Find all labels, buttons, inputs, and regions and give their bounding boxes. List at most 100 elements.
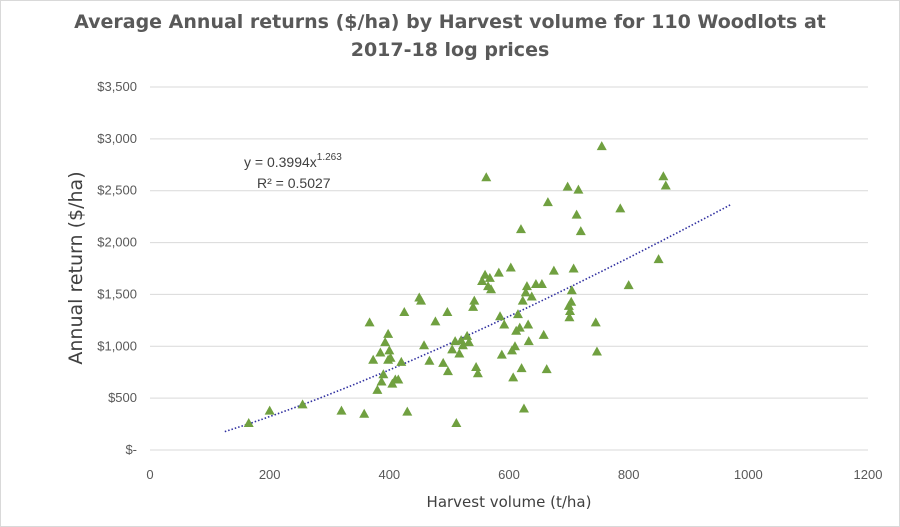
data-point <box>383 328 394 338</box>
chart-title-line-1: Average Annual returns ($/ha) by Harvest… <box>74 11 826 33</box>
trendline-r-squared: R² = 0.5027 <box>257 175 331 191</box>
data-point <box>243 418 254 428</box>
data-point <box>378 369 389 379</box>
data-point <box>484 272 495 282</box>
data-point <box>653 254 664 264</box>
data-point <box>568 263 579 273</box>
data-point <box>463 337 474 347</box>
data-point <box>508 372 519 382</box>
x-tick-label: 0 <box>146 467 153 482</box>
data-point <box>514 322 525 332</box>
chart-title: Average Annual returns ($/ha) by Harvest… <box>0 8 900 64</box>
data-point <box>499 319 510 329</box>
data-point <box>564 312 575 322</box>
trendline <box>224 204 731 433</box>
x-axis-title: Harvest volume (t/ha) <box>427 493 592 511</box>
data-point <box>399 307 410 317</box>
y-tick-label: $3,000 <box>97 131 137 146</box>
data-point <box>416 295 427 305</box>
data-point <box>364 317 375 327</box>
data-point <box>469 295 480 305</box>
y-tick-label: $1,000 <box>97 338 137 353</box>
data-point <box>359 408 370 418</box>
data-point <box>615 203 626 213</box>
x-tick-label: 600 <box>498 467 520 482</box>
data-point <box>438 357 449 367</box>
x-tick-label: 200 <box>259 467 281 482</box>
trendline-equation-base: y = 0.3994x <box>244 154 317 170</box>
data-point <box>536 279 547 289</box>
data-point <box>430 316 441 326</box>
data-point <box>368 354 379 364</box>
data-point <box>660 180 671 190</box>
data-point <box>380 337 391 347</box>
data-point <box>512 309 523 319</box>
data-point <box>297 399 308 409</box>
data-point <box>264 405 275 415</box>
data-points <box>243 141 671 428</box>
data-point <box>596 141 607 151</box>
data-point <box>516 363 527 373</box>
data-point <box>591 346 602 356</box>
data-point <box>486 284 497 294</box>
data-point <box>520 287 531 297</box>
data-point <box>481 172 492 182</box>
data-point <box>375 347 386 357</box>
data-point <box>471 362 482 372</box>
y-tick-label: $- <box>125 442 137 457</box>
data-point <box>419 340 430 350</box>
data-point <box>548 265 559 275</box>
data-point <box>623 280 634 290</box>
data-point <box>495 311 506 321</box>
data-point <box>571 209 582 219</box>
chart-title-line-2: 2017-18 log prices <box>350 39 550 61</box>
y-tick-label: $2,500 <box>97 183 137 198</box>
data-point <box>480 269 491 279</box>
data-point <box>566 285 577 295</box>
data-point <box>442 307 453 317</box>
data-point <box>424 355 435 365</box>
data-point <box>515 224 526 234</box>
x-axis-ticks: 0 200 400 600 800 1000 1200 <box>146 467 882 482</box>
data-point <box>462 330 473 340</box>
y-axis-ticks: $- $500 $1,000 $1,500 $2,000 $2,500 $3,000 $3,5… <box>97 79 137 457</box>
data-point <box>565 306 576 316</box>
data-point <box>523 319 534 329</box>
trendline-equation-exponent: 1.263 <box>317 152 342 163</box>
y-tick-label: $500 <box>108 390 137 405</box>
data-point <box>573 184 584 194</box>
x-tick-label: 400 <box>378 467 400 482</box>
data-point <box>496 349 507 359</box>
data-point <box>336 405 347 415</box>
x-tick-label: 800 <box>618 467 640 482</box>
data-point <box>658 171 669 181</box>
data-point <box>385 352 396 362</box>
y-tick-label: $3,500 <box>97 79 137 94</box>
data-point <box>509 341 520 351</box>
data-point <box>477 275 488 285</box>
data-point <box>393 374 404 384</box>
data-point <box>526 291 537 301</box>
data-point <box>566 296 577 306</box>
data-point <box>384 345 395 355</box>
data-point <box>451 418 462 428</box>
data-point <box>523 336 534 346</box>
data-point <box>457 340 468 350</box>
data-point <box>442 366 453 376</box>
y-tick-label: $1,500 <box>97 286 137 301</box>
gridlines <box>150 86 868 399</box>
data-point <box>538 329 549 339</box>
data-point <box>396 356 407 366</box>
data-point <box>493 267 504 277</box>
y-axis-title: Annual return ($/ha) <box>65 171 87 364</box>
y-tick-label: $2,000 <box>97 235 137 250</box>
x-tick-label: 1200 <box>854 467 883 482</box>
data-point <box>517 295 528 305</box>
data-point <box>468 301 479 311</box>
data-point <box>562 181 573 191</box>
data-point <box>472 368 483 378</box>
trendline-equation: y = 0.3994x1.263 <box>244 152 342 170</box>
data-point <box>575 226 586 236</box>
data-point <box>518 403 529 413</box>
